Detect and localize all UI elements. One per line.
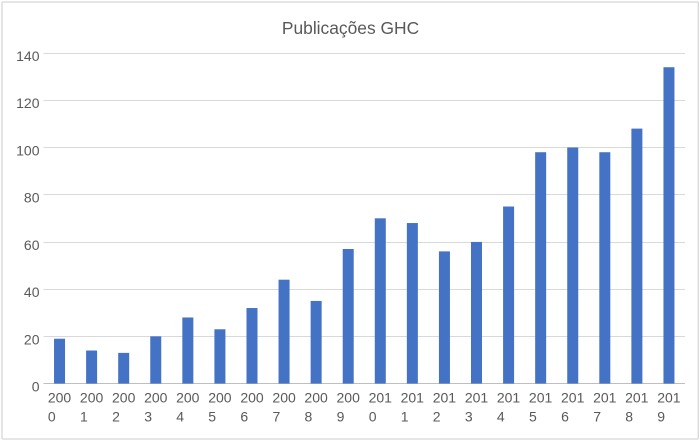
svg-text:8: 8	[305, 408, 313, 424]
svg-text:200: 200	[112, 390, 136, 406]
svg-text:4: 4	[176, 408, 184, 424]
svg-text:7: 7	[273, 408, 281, 424]
svg-text:6: 6	[561, 408, 569, 424]
svg-text:2: 2	[112, 408, 120, 424]
svg-text:201: 201	[561, 390, 585, 406]
svg-text:0: 0	[32, 379, 40, 395]
svg-text:201: 201	[593, 390, 617, 406]
svg-text:3: 3	[465, 408, 473, 424]
svg-text:1: 1	[80, 408, 88, 424]
svg-text:8: 8	[625, 408, 633, 424]
svg-text:201: 201	[529, 390, 553, 406]
svg-text:60: 60	[24, 237, 40, 253]
svg-text:9: 9	[657, 408, 665, 424]
svg-text:201: 201	[497, 390, 521, 406]
svg-text:Publicações GHC: Publicações GHC	[282, 18, 419, 38]
svg-text:20: 20	[24, 331, 40, 347]
svg-text:0: 0	[369, 408, 377, 424]
svg-text:9: 9	[337, 408, 345, 424]
svg-text:201: 201	[625, 390, 649, 406]
svg-text:200: 200	[48, 390, 72, 406]
svg-text:6: 6	[240, 408, 248, 424]
svg-text:200: 200	[304, 390, 328, 406]
svg-text:200: 200	[208, 390, 232, 406]
svg-text:1: 1	[401, 408, 409, 424]
svg-text:200: 200	[337, 390, 361, 406]
svg-text:200: 200	[272, 390, 296, 406]
svg-text:200: 200	[144, 390, 168, 406]
svg-text:200: 200	[176, 390, 200, 406]
svg-text:201: 201	[401, 390, 425, 406]
svg-text:140: 140	[16, 48, 40, 64]
svg-text:120: 120	[16, 95, 40, 111]
svg-text:40: 40	[24, 284, 40, 300]
svg-text:201: 201	[433, 390, 457, 406]
svg-text:201: 201	[657, 390, 681, 406]
svg-text:200: 200	[80, 390, 104, 406]
svg-text:3: 3	[144, 408, 152, 424]
svg-text:100: 100	[16, 142, 40, 158]
svg-text:5: 5	[208, 408, 216, 424]
svg-text:4: 4	[497, 408, 505, 424]
svg-text:5: 5	[529, 408, 537, 424]
svg-text:80: 80	[24, 190, 40, 206]
svg-text:201: 201	[465, 390, 489, 406]
svg-text:7: 7	[593, 408, 601, 424]
svg-text:0: 0	[48, 408, 56, 424]
svg-text:200: 200	[240, 390, 264, 406]
svg-text:201: 201	[369, 390, 393, 406]
svg-text:2: 2	[433, 408, 441, 424]
